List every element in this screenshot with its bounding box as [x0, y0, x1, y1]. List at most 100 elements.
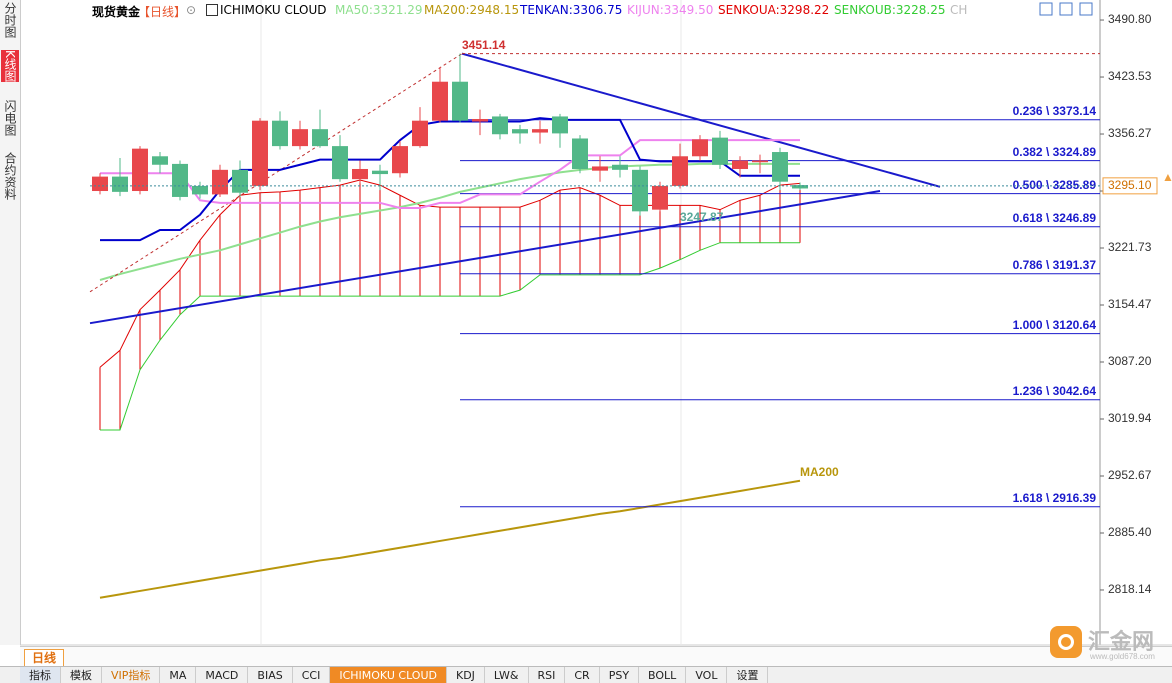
y-tick-label: 2818.14 — [1108, 582, 1152, 596]
y-tick-label: 3087.20 — [1108, 354, 1152, 368]
toolbar-button[interactable]: PSY — [600, 667, 640, 683]
legend-extra: CH — [950, 3, 968, 17]
candle-body — [672, 156, 688, 186]
candle-body — [492, 116, 508, 135]
chart: 3490.803423.533356.273289.003221.733154.… — [5, 0, 1172, 662]
fib-label: 0.500 \ 3285.89 — [1013, 178, 1097, 192]
toolbar-button[interactable]: CR — [565, 667, 600, 683]
toolbar-icon — [1079, 2, 1093, 16]
candle-body — [632, 169, 648, 212]
side-tab[interactable]: 闪电图 — [3, 100, 17, 136]
toolbar: 指标 模板 VIP指标 MA MACD BIAS CCI ICHIMOKU CLOUD KDJ L… — [0, 666, 1172, 683]
candle-body — [252, 120, 268, 186]
toolbar-button[interactable]: KDJ — [447, 667, 485, 683]
logo-name: 汇金网 — [1088, 630, 1155, 655]
candle-body — [532, 129, 548, 133]
legend-entry: KIJUN:3349.50 — [627, 3, 714, 17]
logo: 汇金网 www.gold678.com — [1050, 624, 1170, 664]
series-line — [100, 242, 800, 431]
candle-body — [392, 146, 408, 174]
trendline — [461, 52, 941, 188]
series-line — [99, 179, 801, 368]
toolbar-button[interactable]: MACD — [196, 667, 249, 683]
toolbar-button[interactable]: VOL — [686, 667, 728, 683]
candle-body — [92, 176, 108, 192]
candle-body — [552, 116, 568, 134]
fib-label: 1.618 \ 2916.39 — [1013, 491, 1097, 505]
indicator-name: ICHIMOKU CLOUD — [220, 3, 327, 17]
toolbar-button[interactable]: 设置 — [727, 667, 769, 683]
y-tick-label: 3356.27 — [1108, 126, 1152, 140]
legend-entry: MA200:2948.15 — [424, 3, 520, 17]
toolbar-button[interactable]: MA — [160, 667, 197, 683]
candle-body — [332, 146, 348, 180]
fib-label: 0.382 \ 3324.89 — [1013, 145, 1097, 159]
toolbar-button[interactable]: 模板 — [61, 667, 102, 683]
candle-body — [172, 163, 188, 197]
candle-body — [732, 160, 748, 169]
y-tick-label: 3423.53 — [1108, 69, 1152, 83]
fib-label: 0.236 \ 3373.14 — [1013, 104, 1097, 118]
fib-label: 0.618 \ 3246.89 — [1013, 211, 1097, 225]
last-price-label: 3295.10 — [1108, 178, 1152, 192]
candle-body — [412, 120, 428, 147]
side-tab[interactable]: 分时图 — [3, 2, 17, 38]
header: 现货黄金 【日线】 ⊙ ICHIMOKU CLOUD CH MA50:3321.… — [20, 0, 1100, 20]
side-tab[interactable]: 合约资料 — [3, 152, 17, 200]
candle-body — [612, 164, 628, 170]
symbol: 现货黄金 — [92, 5, 141, 19]
fib-label: 0.786 \ 3191.37 — [1013, 258, 1097, 272]
toolbar-button[interactable]: BOLL — [639, 667, 687, 683]
toolbar-button[interactable]: RSI — [529, 667, 566, 683]
toolbar-button[interactable]: CCI — [293, 667, 331, 683]
candle-body — [592, 166, 608, 171]
toolbar-button[interactable]: 指标 — [20, 667, 61, 683]
candle-body — [212, 169, 228, 195]
fib-label: 1.236 \ 3042.64 — [1013, 384, 1097, 398]
toolbar-button[interactable]: ICHIMOKU CLOUD — [330, 667, 447, 683]
candle-body — [652, 185, 668, 210]
candle-body — [712, 137, 728, 165]
toolbar-button[interactable]: BIAS — [248, 667, 293, 683]
y-tick-label: 3490.80 — [1108, 12, 1152, 26]
date-row: 日线 — [20, 646, 1172, 667]
side-tab[interactable]: K线图 — [1, 50, 19, 82]
trendline — [89, 53, 463, 293]
fib-label: 1.000 \ 3120.64 — [1013, 318, 1097, 332]
period-label[interactable]: 日线 — [24, 649, 64, 667]
indicator-icon — [206, 4, 218, 16]
legend-entry: MA50:3321.29 — [335, 3, 423, 17]
legend-entry: SENKOUB:3228.25 — [834, 3, 946, 17]
toolbar-icon — [1039, 2, 1053, 16]
candle-body — [372, 170, 388, 175]
legend-entry: TENKAN:3306.75 — [520, 3, 623, 17]
candle-body — [432, 81, 448, 121]
series-line — [100, 139, 800, 209]
last-price-marker: ▲ — [1162, 170, 1172, 184]
candle-body — [692, 139, 708, 157]
toolbar-button[interactable]: LW& — [485, 667, 529, 683]
annotation: 3247.87 — [680, 210, 724, 224]
candle-body — [192, 185, 208, 195]
candle-body — [792, 185, 808, 189]
toolbar-button[interactable]: VIP指标 — [102, 667, 161, 683]
candle-body — [312, 129, 328, 147]
logo-icon — [1050, 626, 1082, 658]
y-tick-label: 3154.47 — [1108, 297, 1152, 311]
legend-entry: SENKOUA:3298.22 — [718, 3, 830, 17]
candle-body — [452, 81, 468, 121]
candle-body — [352, 168, 368, 180]
candle-body — [772, 152, 788, 182]
toolbar-icon — [1059, 2, 1073, 16]
side-tabs: 分时图 K线图闪电图合约资料 — [0, 0, 21, 645]
y-tick-label: 2952.67 — [1108, 468, 1152, 482]
candle-body — [152, 156, 168, 165]
annotation: MA200 — [800, 465, 839, 479]
y-tick-label: 3019.94 — [1108, 411, 1152, 425]
period[interactable]: 【日线】 — [138, 5, 187, 19]
candle-body — [752, 160, 768, 163]
candle-body — [472, 118, 488, 122]
y-tick-label: 3221.73 — [1108, 240, 1152, 254]
candle-body — [112, 176, 128, 192]
settings-icon[interactable]: ⊙ — [186, 3, 197, 17]
